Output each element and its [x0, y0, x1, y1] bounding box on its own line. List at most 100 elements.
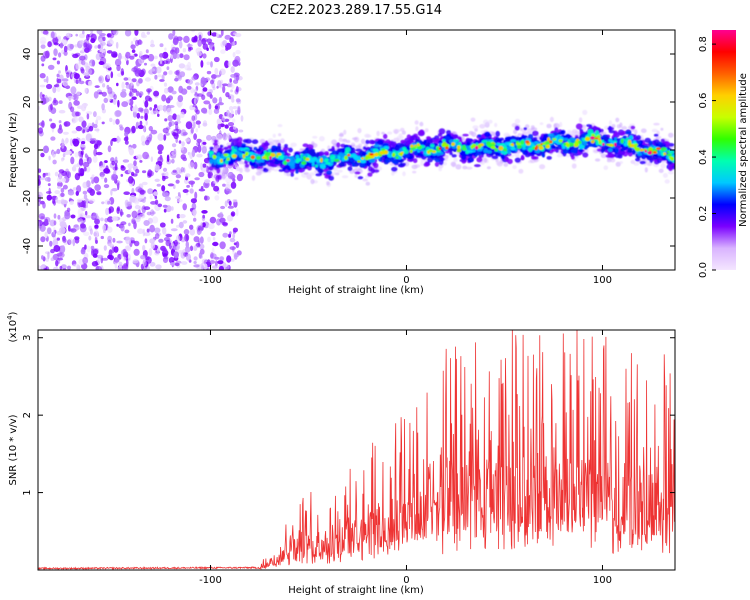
noise-blob	[197, 38, 202, 47]
noise-blob	[164, 192, 170, 198]
noise-blob	[186, 43, 193, 48]
noise-blob	[57, 176, 63, 183]
noise-blob	[140, 135, 146, 143]
noise-blob	[62, 131, 69, 135]
noise-blob	[60, 80, 65, 86]
noise-blob	[123, 77, 129, 81]
noise-blob	[77, 208, 84, 216]
noise-blob	[156, 66, 162, 74]
noise-blob	[222, 232, 229, 238]
noise-blob	[122, 263, 129, 270]
noise-blob	[173, 148, 177, 155]
trace-blob	[309, 148, 315, 152]
trace-blob	[400, 127, 405, 132]
noise-blob	[206, 38, 213, 43]
noise-blob	[177, 250, 184, 254]
noise-blob	[73, 116, 77, 123]
noise-blob	[110, 173, 117, 181]
noise-blob	[230, 181, 237, 189]
noise-blob	[182, 189, 189, 193]
noise-blob	[98, 38, 103, 44]
noise-blob	[229, 78, 232, 83]
noise-blob	[144, 62, 147, 66]
noise-blob	[98, 75, 104, 84]
noise-blob	[172, 169, 177, 173]
trace-blob	[365, 139, 370, 145]
noise-blob	[101, 121, 105, 125]
noise-blob	[39, 177, 46, 181]
trace-blob	[419, 121, 424, 127]
trace-blob	[288, 147, 293, 153]
trace-blob	[311, 162, 315, 167]
trace-blob	[615, 161, 621, 167]
noise-blob	[50, 257, 55, 262]
trace-blob	[426, 136, 431, 140]
noise-blob	[130, 171, 135, 177]
noise-blob	[70, 214, 76, 219]
noise-blob	[47, 227, 52, 235]
noise-blob	[83, 42, 88, 48]
noise-blob	[230, 258, 235, 262]
trace-blob	[326, 181, 330, 186]
noise-blob	[184, 234, 189, 242]
noise-blob	[70, 86, 77, 95]
noise-blob	[199, 243, 205, 250]
noise-blob	[94, 218, 100, 225]
noise-blob	[179, 214, 186, 219]
noise-blob	[173, 239, 178, 247]
noise-blob	[136, 68, 142, 74]
noise-blob	[142, 259, 147, 267]
noise-blob	[97, 254, 104, 259]
noise-blob	[58, 70, 61, 74]
noise-blob	[172, 131, 177, 137]
trace-blob	[479, 124, 486, 129]
noise-blob	[93, 176, 100, 184]
noise-blob	[232, 126, 237, 130]
noise-blob	[124, 245, 131, 252]
noise-blob	[73, 224, 79, 228]
trace-blob	[338, 133, 344, 138]
trace-blob	[309, 151, 317, 157]
noise-blob	[158, 238, 164, 243]
trace-blob	[570, 148, 578, 154]
noise-blob	[61, 139, 65, 145]
trace-blob	[220, 153, 224, 159]
trace-blob	[275, 145, 282, 150]
trace-blob	[605, 154, 613, 158]
noise-blob	[73, 73, 80, 80]
noise-blob	[174, 77, 179, 82]
noise-blob	[150, 129, 158, 135]
noise-blob	[228, 200, 232, 206]
trace-blob	[328, 175, 335, 181]
noise-blob	[67, 239, 72, 245]
noise-blob	[196, 153, 203, 158]
trace-blob	[530, 125, 535, 130]
noise-blob	[113, 246, 119, 253]
noise-blob	[94, 128, 100, 132]
trace-blob	[521, 135, 528, 139]
noise-blob	[222, 183, 226, 187]
noise-blob	[201, 107, 208, 114]
noise-blob	[93, 232, 97, 237]
noise-blob	[200, 186, 204, 190]
noise-blob	[75, 125, 83, 132]
noise-blob	[61, 78, 69, 82]
noise-blob	[117, 266, 123, 270]
trace-blob	[319, 136, 325, 142]
noise-blob	[202, 122, 208, 127]
noise-blob	[81, 120, 87, 128]
noise-blob	[45, 257, 49, 262]
noise-blob	[100, 175, 105, 180]
trace-blob	[500, 154, 504, 160]
noise-blob	[165, 233, 173, 238]
noise-blob	[157, 133, 164, 141]
trace-blob	[518, 168, 524, 174]
trace-blob	[418, 129, 425, 136]
noise-blob	[39, 91, 43, 100]
noise-blob	[95, 151, 103, 156]
noise-blob	[182, 220, 188, 224]
noise-blob	[216, 118, 222, 126]
noise-blob	[153, 191, 158, 196]
trace-blob	[514, 118, 521, 124]
trace-blob	[474, 164, 481, 168]
